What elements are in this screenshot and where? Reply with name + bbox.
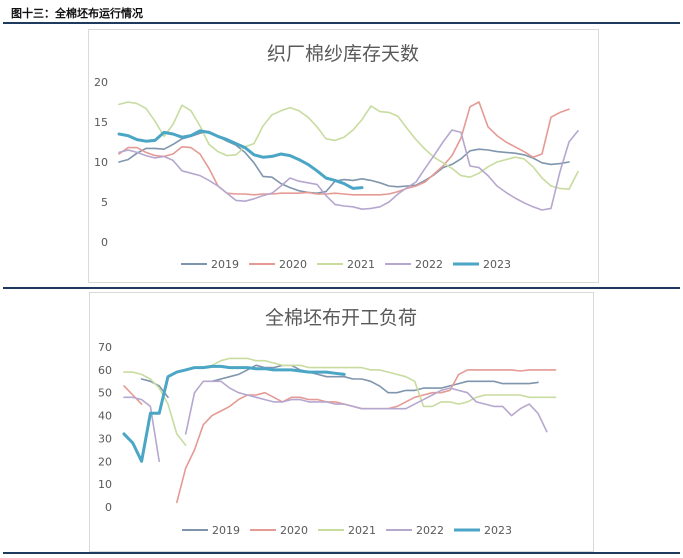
yarn-inventory-series-line-2023	[117, 129, 364, 190]
yarn-inventory-y-tick-label: 20	[94, 76, 108, 89]
chart-panel-fabric-load: 全棉坯布开工负荷 0 10 20 30 40 50 60 70 2019 2020 2021 2022 2…	[89, 292, 594, 552]
fabric-load-y-tick-label: 30	[98, 432, 112, 445]
fabric-load-y-tick-label: 50	[98, 387, 112, 400]
fabric-load-y-tick-label: 40	[98, 410, 112, 423]
fabric-load-y-tick-label: 0	[105, 501, 112, 514]
yarn-inventory-legend-label-2019: 2019	[211, 258, 239, 271]
fabric-load-legend-label-2020: 2020	[280, 524, 308, 537]
yarn-inventory-legend-label-2020: 2020	[279, 258, 307, 271]
yarn-inventory-legend-label-2022: 2022	[415, 258, 443, 271]
fabric-load-y-tick-label: 20	[98, 455, 112, 468]
fabric-load-legend-label-2023: 2023	[484, 524, 512, 537]
yarn-inventory-title: 织厂棉纱库存天数	[267, 43, 419, 65]
fabric-load-series-line-2023	[122, 364, 346, 463]
yarn-inventory-series-line-2020	[118, 101, 570, 196]
top-rule	[3, 22, 680, 24]
fabric-load-series-line-2020	[123, 385, 143, 405]
yarn-inventory-y-tick-label: 10	[94, 156, 108, 169]
middle-rule	[3, 287, 680, 289]
chart-panel-yarn-inventory: 织厂棉纱库存天数 0 5 10 15 20 2019 2020 2021 2022 2023	[88, 29, 599, 283]
fabric-load-y-tick-label: 60	[98, 364, 112, 377]
fabric-load-legend-label-2021: 2021	[348, 524, 376, 537]
fabric-load-series-line-2022	[123, 396, 160, 463]
figure-caption: 图十三：全棉坯布运行情况	[11, 7, 143, 20]
yarn-inventory-legend-label-2023: 2023	[483, 258, 511, 271]
yarn-inventory-series-line-2022	[118, 129, 579, 211]
fabric-load-title: 全棉坯布开工负荷	[265, 307, 417, 329]
fabric-load-series-line-2021	[211, 357, 557, 408]
fabric-load-series-line-2021	[123, 371, 187, 447]
yarn-inventory-y-tick-label: 15	[94, 116, 108, 129]
yarn-inventory-legend-label-2021: 2021	[347, 258, 375, 271]
yarn-inventory-series-line-2021	[118, 101, 579, 190]
fabric-load-y-tick-label: 70	[98, 341, 112, 354]
yarn-inventory-chart: 织厂棉纱库存天数 0 5 10 15 20 2019 2020 2021 2022 2023	[94, 43, 579, 271]
yarn-inventory-y-tick-label: 5	[101, 196, 108, 209]
fabric-load-y-tick-label: 10	[98, 478, 112, 491]
fabric-load-chart: 全棉坯布开工负荷 0 10 20 30 40 50 60 70 2019 2020 2021 2022 2…	[98, 307, 557, 537]
fabric-load-legend-label-2019: 2019	[212, 524, 240, 537]
yarn-inventory-y-tick-label: 0	[101, 236, 108, 249]
bottom-rule	[3, 552, 680, 554]
fabric-load-series-line-2022	[184, 380, 548, 435]
fabric-load-legend-label-2022: 2022	[416, 524, 444, 537]
